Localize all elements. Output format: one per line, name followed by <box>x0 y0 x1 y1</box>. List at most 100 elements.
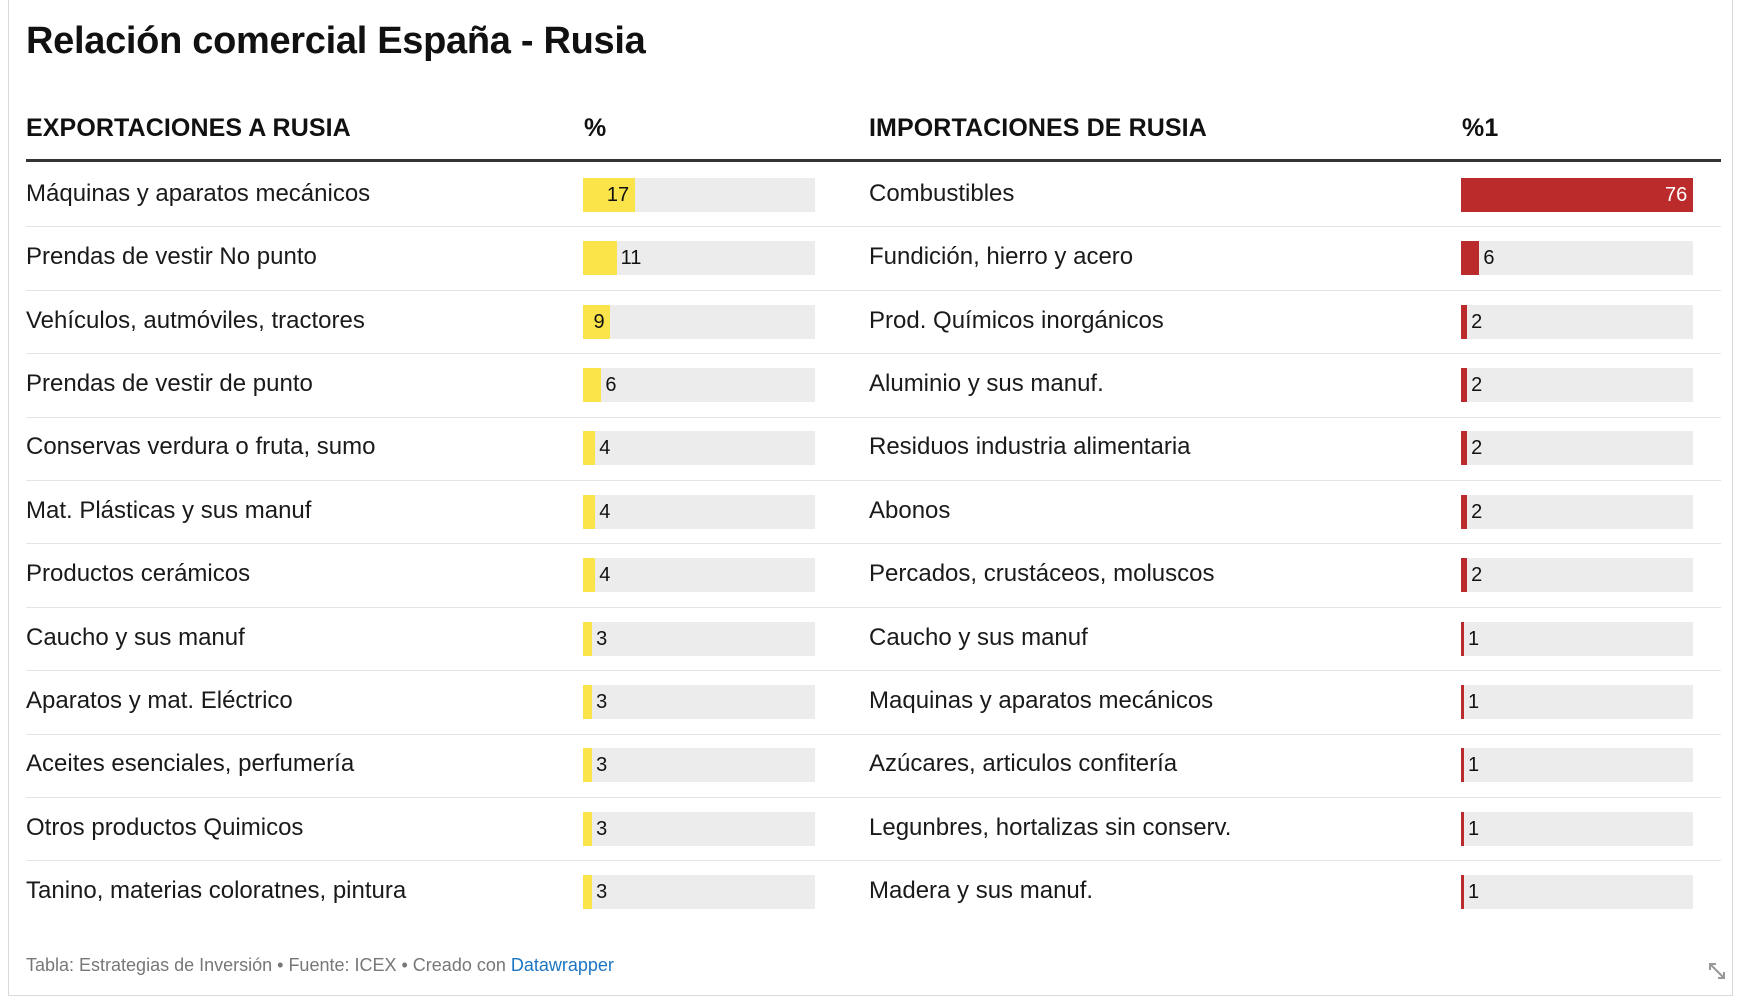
imports-bar <box>1461 241 1480 275</box>
exports-label: Mat. Plásticas y sus manuf <box>26 497 312 524</box>
imports-label: Maquinas y aparatos mecánicos <box>869 687 1214 714</box>
exports-bar-track: 6 <box>583 368 815 402</box>
imports-label: Percados, crustáceos, moluscos <box>869 560 1215 587</box>
imports-bar-track: 1 <box>1461 875 1693 909</box>
imports-bar <box>1461 748 1465 782</box>
imports-bar <box>1461 431 1468 465</box>
exports-bar <box>583 368 602 402</box>
exports-header: EXPORTACIONES A RUSIA <box>26 114 351 142</box>
imports-value: 1 <box>1468 754 1480 776</box>
imports-label: Caucho y sus manuf <box>869 624 1088 651</box>
footer-source: Tabla: Estrategias de Inversión • Fuente… <box>26 955 511 975</box>
row-divider <box>26 226 1721 227</box>
imports-label: Combustibles <box>869 180 1015 207</box>
imports-value: 1 <box>1468 628 1480 650</box>
row-divider <box>26 860 1721 861</box>
datawrapper-link[interactable]: Datawrapper <box>510 955 614 975</box>
exports-bar <box>583 495 596 529</box>
imports-value: 2 <box>1471 311 1483 333</box>
imports-bar <box>1461 368 1468 402</box>
imports-label: Madera y sus manuf. <box>869 877 1094 904</box>
imports-value: 76 <box>1665 184 1688 206</box>
exports-value: 11 <box>620 247 642 269</box>
imports-bar <box>1461 875 1465 909</box>
header-divider <box>26 159 1721 162</box>
exports-bar-track: 3 <box>583 685 815 719</box>
exports-label: Productos cerámicos <box>26 560 251 587</box>
imports-pct-header: %1 <box>1462 114 1499 142</box>
imports-label: Fundición, hierro y acero <box>869 243 1134 270</box>
exports-pct-header: % <box>584 114 607 142</box>
imports-bar-track: 6 <box>1461 241 1693 275</box>
row-divider <box>26 734 1721 735</box>
resize-icon[interactable] <box>1706 960 1728 982</box>
exports-bar <box>583 241 617 275</box>
row-divider <box>26 480 1721 481</box>
imports-bar-track: 1 <box>1461 812 1693 846</box>
imports-label: Aluminio y sus manuf. <box>869 370 1104 397</box>
footer: Tabla: Estrategias de Inversión • Fuente… <box>26 955 614 976</box>
exports-value: 4 <box>599 501 611 523</box>
imports-bar <box>1461 812 1465 846</box>
exports-bar-track: 4 <box>583 431 815 465</box>
exports-bar-track: 9 <box>583 305 815 339</box>
imports-label: Residuos industria alimentaria <box>869 433 1191 460</box>
imports-bar-track: 1 <box>1461 622 1693 656</box>
exports-bar-track: 4 <box>583 495 815 529</box>
exports-bar <box>583 812 593 846</box>
exports-value: 17 <box>606 184 630 206</box>
exports-bar-track: 11 <box>583 241 815 275</box>
imports-label: Prod. Químicos inorgánicos <box>869 307 1164 334</box>
imports-bar <box>1461 495 1468 529</box>
exports-label: Aparatos y mat. Eléctrico <box>26 687 293 714</box>
imports-bar <box>1461 558 1468 592</box>
row-divider <box>26 797 1721 798</box>
imports-bar-track: 2 <box>1461 495 1693 529</box>
imports-label: Abonos <box>869 497 951 524</box>
imports-value: 2 <box>1471 437 1483 459</box>
imports-value: 1 <box>1468 881 1480 903</box>
imports-bar-track: 2 <box>1461 305 1693 339</box>
exports-bar <box>583 622 593 656</box>
row-divider <box>26 353 1721 354</box>
imports-bar-track: 2 <box>1461 431 1693 465</box>
exports-label: Caucho y sus manuf <box>26 624 245 651</box>
exports-bar-track: 3 <box>583 622 815 656</box>
imports-value: 1 <box>1468 818 1480 840</box>
exports-label: Aceites esenciales, perfumería <box>26 750 355 777</box>
imports-header: IMPORTACIONES DE RUSIA <box>869 114 1207 142</box>
imports-label: Azúcares, articulos confitería <box>869 750 1178 777</box>
exports-bar <box>583 875 593 909</box>
exports-label: Tanino, materias coloratnes, pintura <box>26 877 407 904</box>
exports-bar-track: 3 <box>583 875 815 909</box>
imports-value: 6 <box>1483 247 1495 269</box>
exports-value: 4 <box>599 437 611 459</box>
exports-label: Prendas de vestir de punto <box>26 370 313 397</box>
imports-bar <box>1461 622 1465 656</box>
exports-bar <box>583 431 596 465</box>
imports-bar-track: 1 <box>1461 685 1693 719</box>
row-divider <box>26 607 1721 608</box>
exports-bar-track: 3 <box>583 812 815 846</box>
imports-bar-track: 2 <box>1461 368 1693 402</box>
imports-value: 2 <box>1471 374 1483 396</box>
exports-label: Conservas verdura o fruta, sumo <box>26 433 376 460</box>
imports-bar <box>1461 305 1468 339</box>
chart-title: Relación comercial España - Rusia <box>26 20 646 62</box>
imports-label: Legunbres, hortalizas sin conserv. <box>869 814 1232 841</box>
row-divider <box>26 417 1721 418</box>
exports-value: 4 <box>599 564 611 586</box>
exports-bar-track: 17 <box>583 178 815 212</box>
exports-bar <box>583 685 593 719</box>
exports-bar <box>583 178 635 212</box>
chart-frame <box>8 0 1733 996</box>
exports-value: 3 <box>596 691 608 713</box>
exports-value: 9 <box>593 311 605 333</box>
imports-bar <box>1461 178 1693 212</box>
imports-bar <box>1461 685 1465 719</box>
row-divider <box>26 290 1721 291</box>
exports-label: Máquinas y aparatos mecánicos <box>26 180 371 207</box>
imports-bar-track: 1 <box>1461 748 1693 782</box>
exports-value: 3 <box>596 628 608 650</box>
imports-value: 2 <box>1471 501 1483 523</box>
